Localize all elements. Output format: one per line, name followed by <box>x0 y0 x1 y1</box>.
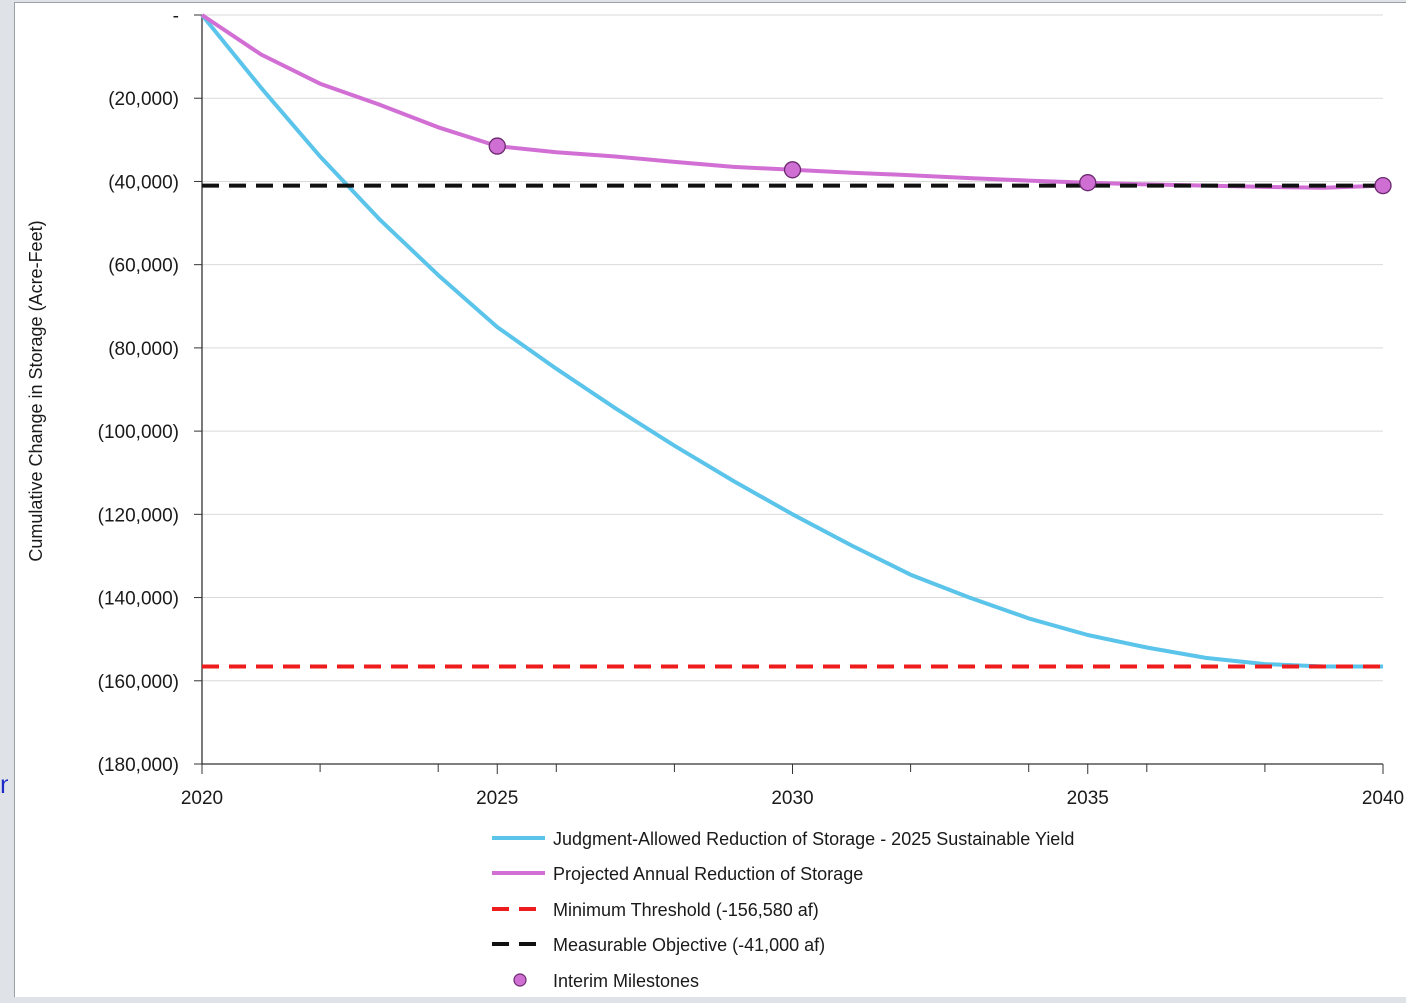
legend-label: Minimum Threshold (-156,580 af) <box>553 900 819 920</box>
clipped-edge-glyph: n <box>0 770 8 798</box>
x-tick-labels: 2020 2025 2030 2035 2040 <box>181 788 1404 809</box>
y-tick-label: (40,000) <box>108 172 179 193</box>
y-tick-label: (100,000) <box>98 422 179 443</box>
series-line-0 <box>200 13 1383 669</box>
storage-chart: - (20,000) (40,000) (60,000) (80,000) (100,00… <box>26 6 1404 991</box>
y-tick-label: (60,000) <box>108 256 179 277</box>
grid-lines <box>202 14 1383 682</box>
y-tick-label: (120,000) <box>98 505 179 526</box>
legend: Judgment-Allowed Reduction of Storage - … <box>492 829 1074 991</box>
y-tick-labels: - (20,000) (40,000) (60,000) (80,000) (100,00… <box>98 6 179 776</box>
x-tick-label: 2030 <box>771 788 813 809</box>
y-tick-label: (180,000) <box>98 755 179 776</box>
milestone-marker <box>1079 174 1097 192</box>
y-tick-label: (80,000) <box>108 339 179 360</box>
legend-label: Projected Annual Reduction of Storage <box>553 864 863 884</box>
legend-label: Judgment-Allowed Reduction of Storage - … <box>553 829 1074 849</box>
legend-label: Interim Milestones <box>553 971 699 991</box>
axes <box>194 14 1384 774</box>
y-tick-label: (160,000) <box>98 672 179 693</box>
x-tick-label: 2035 <box>1067 788 1109 809</box>
x-tick-label: 2020 <box>181 788 223 809</box>
y-axis-title: Cumulative Change in Storage (Acre-Feet) <box>26 220 46 561</box>
legend-symbol-marker <box>513 973 527 987</box>
y-tick-label: (140,000) <box>98 589 179 610</box>
x-tick-label: 2040 <box>1362 788 1404 809</box>
milestone-marker <box>488 137 506 155</box>
series-layer <box>200 13 1392 669</box>
milestone-marker <box>1374 176 1392 195</box>
milestone-marker <box>783 161 802 179</box>
chart-frame: - (20,000) (40,000) (60,000) (80,000) (100,00… <box>14 2 1406 997</box>
y-tick-label: - <box>173 6 179 27</box>
x-tick-label: 2025 <box>476 788 518 809</box>
legend-label: Measurable Objective (-41,000 af) <box>553 935 825 955</box>
y-tick-label: (20,000) <box>108 89 179 110</box>
